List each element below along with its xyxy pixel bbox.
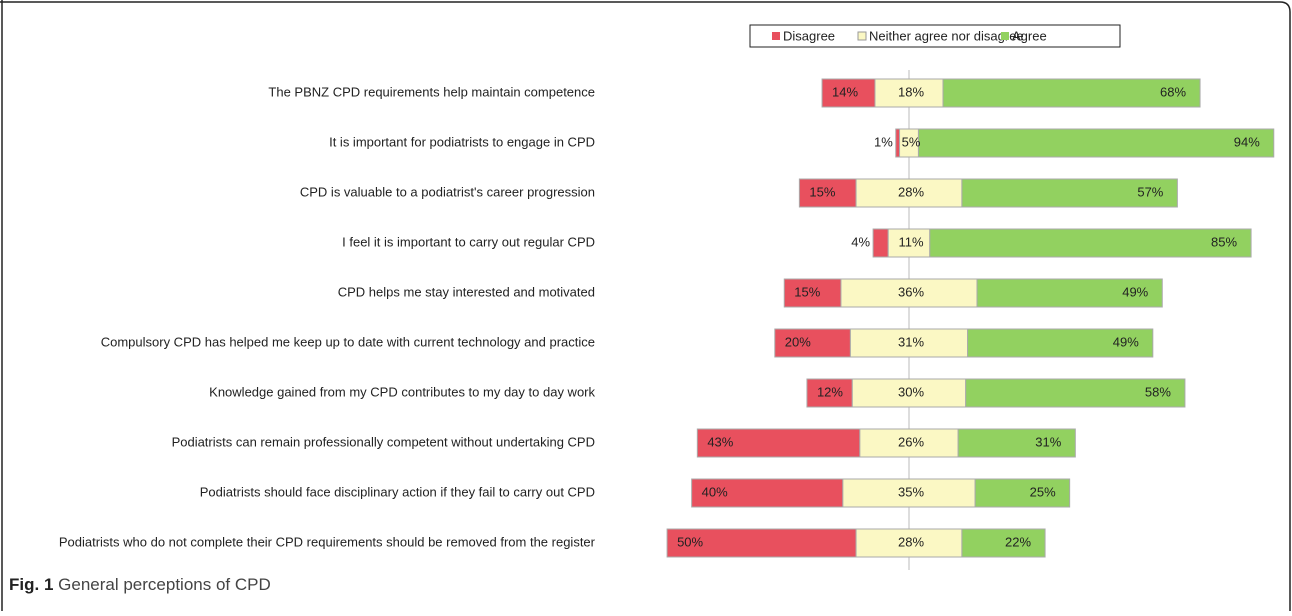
data-label: 12% bbox=[817, 384, 843, 399]
data-label: 49% bbox=[1122, 284, 1148, 299]
data-label: 4% bbox=[851, 234, 870, 249]
legend-label: Agree bbox=[1012, 28, 1047, 43]
category-label: Podiatrists can remain professionally co… bbox=[172, 434, 595, 449]
caption-label: Fig. 1 bbox=[9, 575, 53, 594]
category-label: I feel it is important to carry out regu… bbox=[342, 234, 595, 249]
bar-segment bbox=[859, 428, 959, 458]
data-label: 57% bbox=[1137, 184, 1163, 199]
data-label: 35% bbox=[898, 484, 924, 499]
data-label: 58% bbox=[1145, 384, 1171, 399]
bar-segment bbox=[957, 428, 1076, 458]
data-label: 31% bbox=[1035, 434, 1061, 449]
legend-label: Disagree bbox=[783, 28, 835, 43]
bar-segment bbox=[965, 378, 1186, 408]
bar-segment bbox=[974, 478, 1071, 508]
bar-segment bbox=[855, 178, 963, 208]
data-label: 68% bbox=[1160, 84, 1186, 99]
category-label: CPD is valuable to a podiatrist's career… bbox=[300, 184, 595, 199]
bar-segment bbox=[851, 378, 967, 408]
bar-segment bbox=[855, 528, 963, 558]
data-label: 20% bbox=[785, 334, 811, 349]
data-label: 30% bbox=[898, 384, 924, 399]
bar-segment bbox=[976, 278, 1163, 308]
bar-segment bbox=[961, 528, 1046, 558]
caption-text: General perceptions of CPD bbox=[58, 575, 271, 594]
category-label: Compulsory CPD has helped me keep up to … bbox=[101, 334, 595, 349]
bar-segment bbox=[872, 228, 889, 258]
legend-swatch bbox=[1001, 32, 1009, 40]
category-label: It is important for podiatrists to engag… bbox=[329, 134, 595, 149]
legend-label: Neither agree nor disagree bbox=[869, 28, 1024, 43]
data-label: 31% bbox=[898, 334, 924, 349]
category-label: Podiatrists should face disciplinary act… bbox=[200, 484, 595, 499]
data-label: 14% bbox=[832, 84, 858, 99]
bar-segment bbox=[842, 478, 976, 508]
data-label: 15% bbox=[794, 284, 820, 299]
bar-segment bbox=[774, 328, 851, 358]
bar-segment bbox=[666, 528, 857, 558]
data-label: 25% bbox=[1030, 484, 1056, 499]
bar-segment bbox=[840, 278, 978, 308]
data-label: 28% bbox=[898, 184, 924, 199]
data-label: 15% bbox=[809, 184, 835, 199]
legend-box bbox=[749, 24, 1121, 48]
bar-segment bbox=[917, 128, 1275, 158]
data-label: 36% bbox=[898, 284, 924, 299]
data-label: 5% bbox=[902, 134, 921, 149]
data-label: 94% bbox=[1234, 134, 1260, 149]
data-label: 26% bbox=[898, 434, 924, 449]
data-label: 49% bbox=[1113, 334, 1139, 349]
data-label: 50% bbox=[677, 534, 703, 549]
data-label: 43% bbox=[707, 434, 733, 449]
bar-segment bbox=[696, 428, 861, 458]
caption: Fig. 1 General perceptions of CPD bbox=[9, 575, 271, 594]
data-label: 40% bbox=[702, 484, 728, 499]
data-label: 18% bbox=[898, 84, 924, 99]
category-label: CPD helps me stay interested and motivat… bbox=[338, 284, 595, 299]
data-label: 28% bbox=[898, 534, 924, 549]
bar-segment bbox=[942, 78, 1201, 108]
bar-segment bbox=[929, 228, 1252, 258]
bar-segment bbox=[821, 78, 876, 108]
legend-swatch bbox=[772, 32, 780, 40]
bar-segment bbox=[967, 328, 1154, 358]
data-label: 11% bbox=[898, 234, 923, 249]
bar-segment bbox=[798, 178, 857, 208]
bar-segment bbox=[895, 128, 901, 158]
category-label: Knowledge gained from my CPD contributes… bbox=[209, 384, 595, 399]
data-label: 1% bbox=[874, 134, 893, 149]
bar-segment bbox=[887, 228, 931, 258]
bar-segment bbox=[961, 178, 1178, 208]
legend-swatch bbox=[857, 31, 867, 41]
category-label: Podiatrists who do not complete their CP… bbox=[59, 534, 596, 549]
data-label: 85% bbox=[1211, 234, 1237, 249]
category-label: The PBNZ CPD requirements help maintain … bbox=[268, 84, 595, 99]
bar-segment bbox=[783, 278, 842, 308]
data-label: 22% bbox=[1005, 534, 1031, 549]
